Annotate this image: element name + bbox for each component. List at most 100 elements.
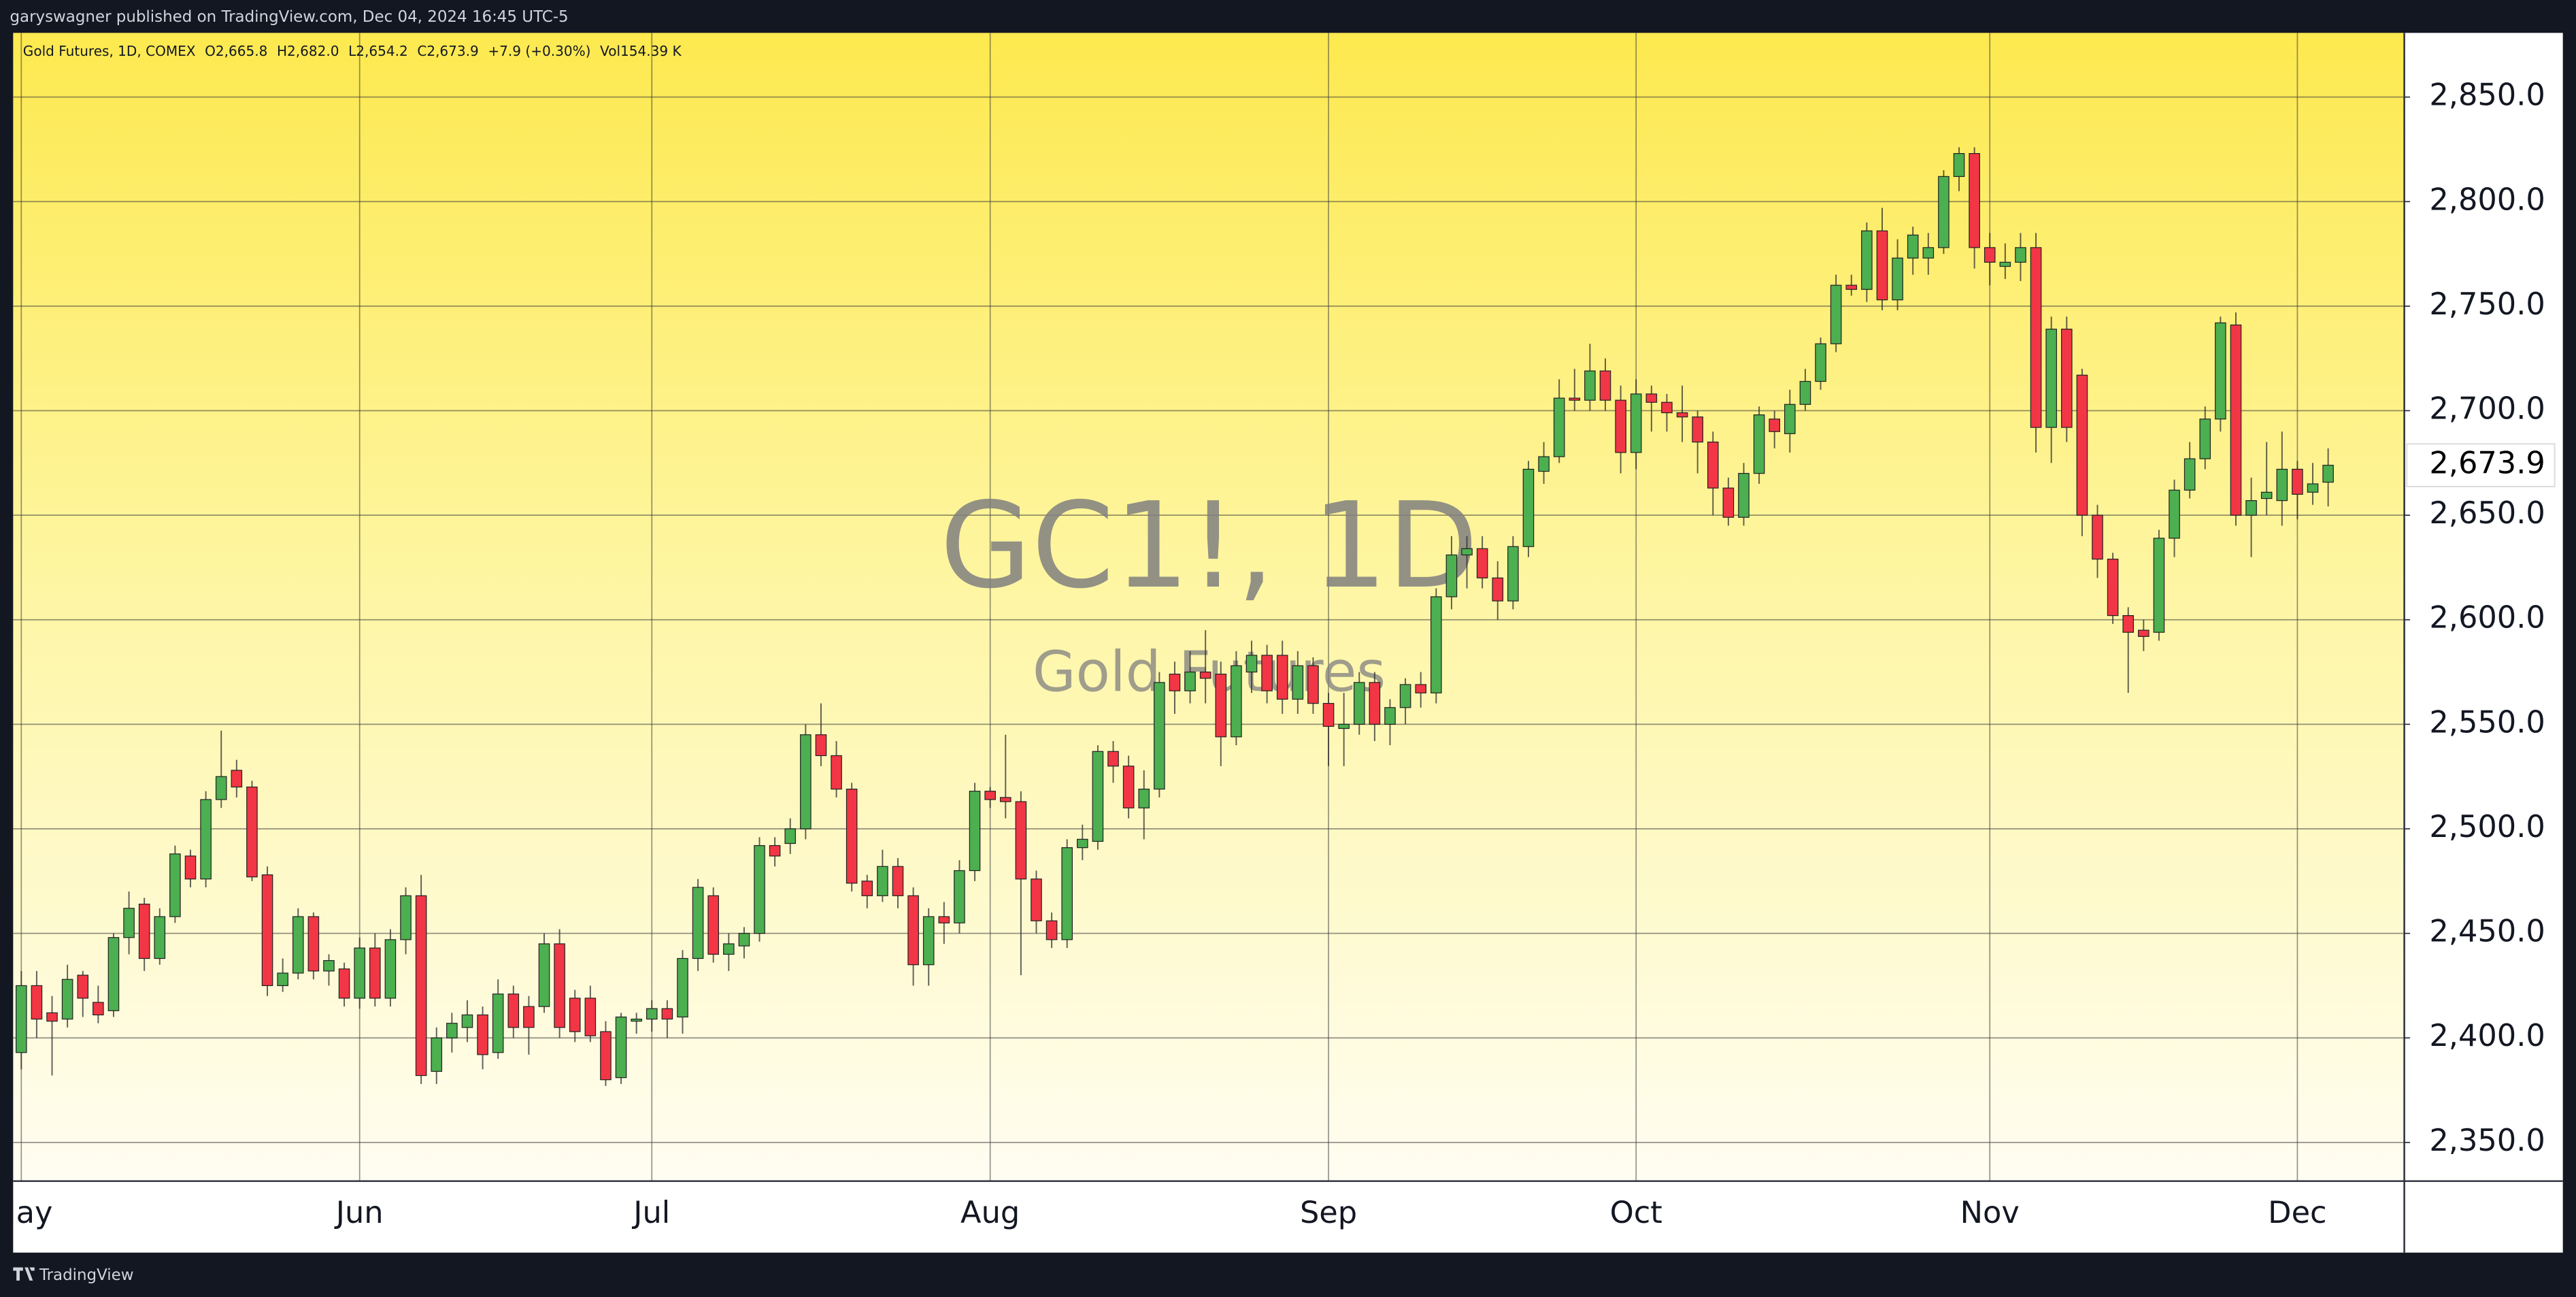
candle: [877, 849, 888, 902]
y-tick-label: 2,700.0: [2429, 391, 2545, 427]
candle: [1615, 385, 1626, 474]
candle: [600, 1021, 612, 1086]
candle-body: [769, 844, 781, 857]
candle: [1553, 379, 1565, 463]
candle-body: [200, 799, 212, 880]
candle-body: [1061, 847, 1073, 940]
time-axis-background: [13, 1180, 2404, 1253]
x-tick-label: Aug: [960, 1195, 1020, 1230]
candle: [938, 902, 950, 944]
candle-body: [1799, 380, 1811, 405]
candle-body: [584, 998, 597, 1036]
candle: [1969, 147, 1980, 269]
candle-body: [646, 1008, 658, 1020]
watermark-symbol: GC1!, 1D: [940, 478, 1479, 615]
candle-body: [1492, 577, 1504, 602]
legend-symbol: Gold Futures, 1D, COMEX: [23, 43, 196, 59]
candle: [354, 937, 365, 1009]
candle: [1169, 661, 1181, 715]
candle: [1461, 536, 1473, 589]
candle-body: [1292, 665, 1304, 700]
x-tick-label: Jun: [334, 1195, 384, 1230]
candle-body: [861, 881, 873, 896]
candle-body: [1231, 665, 1242, 738]
candle: [692, 879, 704, 971]
candle-body: [1015, 801, 1027, 880]
candle-body: [400, 895, 412, 940]
candle-body: [1261, 655, 1273, 691]
candle: [2060, 316, 2073, 442]
candle-body: [969, 791, 981, 872]
candle-body: [1077, 838, 1088, 849]
candle-body: [461, 1014, 473, 1028]
time-axis: May Jun Jul Aug Sep Oct Nov Dec: [0, 1195, 2326, 1230]
candle: [2276, 431, 2288, 526]
candle: [231, 759, 243, 798]
candle: [2169, 479, 2180, 557]
candle: [1645, 385, 1658, 432]
candle: [2153, 529, 2165, 641]
candle-body: [1953, 152, 1965, 177]
x-tick-label: May: [0, 1195, 52, 1230]
candle: [492, 979, 504, 1059]
y-tick-label: 2,850.0: [2429, 78, 2545, 113]
candle: [1815, 337, 1826, 390]
candle-body: [123, 908, 135, 938]
candle-body: [1322, 703, 1335, 727]
candle: [1799, 369, 1811, 411]
candle-body: [1969, 152, 1980, 248]
candle: [584, 985, 597, 1042]
y-tick-label: 2,600.0: [2429, 600, 2545, 636]
candle-body: [2076, 374, 2088, 516]
candle: [1122, 755, 1135, 819]
candle-body: [1138, 789, 1150, 808]
candle: [1276, 640, 1288, 715]
candle-body: [938, 916, 950, 923]
candle: [922, 908, 935, 986]
candle: [2307, 463, 2319, 505]
candle: [969, 783, 981, 881]
candle-body: [631, 1018, 642, 1022]
candle-body: [1707, 441, 1719, 489]
legend: Gold Futures, 1D, COMEX O2,665.8 H2,682.…: [23, 43, 682, 59]
candle: [1922, 233, 1935, 275]
candle-body: [384, 939, 397, 999]
candle: [154, 908, 166, 965]
candle-body: [1999, 261, 2011, 267]
candle-body: [1199, 671, 1211, 679]
candle: [846, 783, 858, 892]
candle: [523, 996, 535, 1055]
candle: [661, 1000, 673, 1038]
candle-body: [446, 1023, 458, 1038]
candle: [1031, 870, 1042, 934]
candle: [184, 849, 197, 888]
candle-body: [1445, 554, 1458, 597]
candle-body: [1184, 671, 1196, 691]
candle-body: [692, 887, 704, 959]
plot-background: [13, 33, 2404, 1181]
candle-body: [1907, 234, 1919, 259]
candle-body: [784, 828, 797, 844]
x-tick-label: Jul: [631, 1195, 670, 1230]
candle-body: [261, 874, 273, 987]
candle-body: [277, 972, 288, 987]
candle: [246, 781, 258, 881]
candle-body: [1661, 401, 1673, 414]
candle-body: [307, 916, 320, 972]
candle: [1215, 661, 1227, 766]
candle: [77, 970, 89, 1017]
candle-body: [1984, 247, 1996, 263]
candle: [538, 933, 550, 1013]
candle: [1584, 344, 1596, 411]
legend-high: H2,682.0: [277, 43, 339, 59]
candle: [1522, 461, 1535, 557]
candle: [2107, 553, 2119, 624]
publish-info: garyswagner published on TradingView.com…: [10, 8, 568, 26]
candle: [2260, 442, 2273, 516]
candle-body: [1399, 684, 1411, 708]
candle: [1199, 630, 1211, 704]
candle: [107, 933, 120, 1017]
candle-body: [2107, 559, 2119, 617]
candle: [1953, 147, 1965, 191]
